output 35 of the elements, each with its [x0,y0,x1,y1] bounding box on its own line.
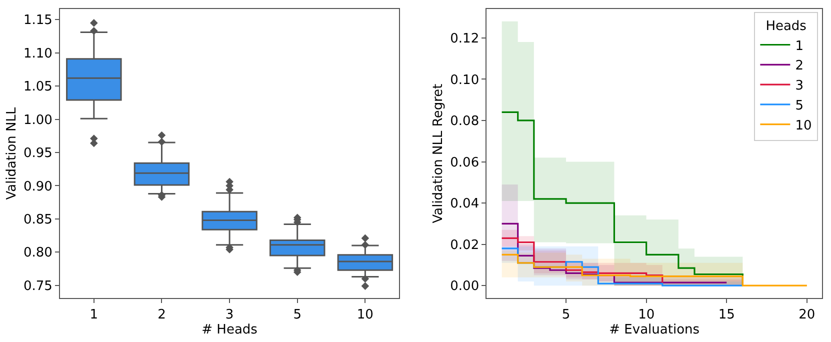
y-tick-label: 0.95 [23,146,52,162]
y-tick-label: 0.04 [450,196,480,212]
x-axis-title: # Evaluations [609,322,700,338]
y-axis-title: Validation NLL Regret [431,84,446,224]
legend-label: 1 [795,38,804,54]
y-tick-label: 0.90 [23,179,52,194]
y-tick-label: 1.00 [23,112,52,128]
y-tick-label: 1.10 [23,46,52,62]
legend-label: 10 [795,118,812,134]
x-tick-label: 10 [356,308,374,323]
x-tick-label: 2 [158,308,166,323]
x-tick-label: 3 [225,308,234,323]
y-tick-label: 0.85 [23,212,52,228]
y-tick-label: 0.80 [23,246,52,261]
x-tick-label: 15 [718,308,735,323]
y-tick-label: 0.08 [450,114,480,130]
legend-title: Heads [766,18,807,34]
x-tick-label: 20 [798,308,816,323]
x-tick-label: 10 [638,308,655,323]
x-axis-title: # Heads [202,322,258,338]
y-tick-label: 0.75 [23,278,52,294]
x-tick-label: 1 [90,308,98,323]
y-tick-label: 0.00 [450,279,480,294]
y-tick-label: 0.06 [450,155,480,170]
y-tick-label: 0.10 [450,72,480,88]
legend-label: 5 [795,98,804,114]
legend-label: 2 [795,58,804,74]
x-tick-label: 5 [562,308,570,323]
y-tick-label: 1.15 [23,13,52,28]
legend-label: 3 [795,78,804,94]
y-axis-title: Validation NLL [4,106,20,200]
y-tick-label: 0.02 [450,238,480,253]
x-tick-label: 5 [293,308,302,323]
y-tick-label: 0.12 [450,31,480,46]
y-tick-label: 1.05 [23,80,52,95]
